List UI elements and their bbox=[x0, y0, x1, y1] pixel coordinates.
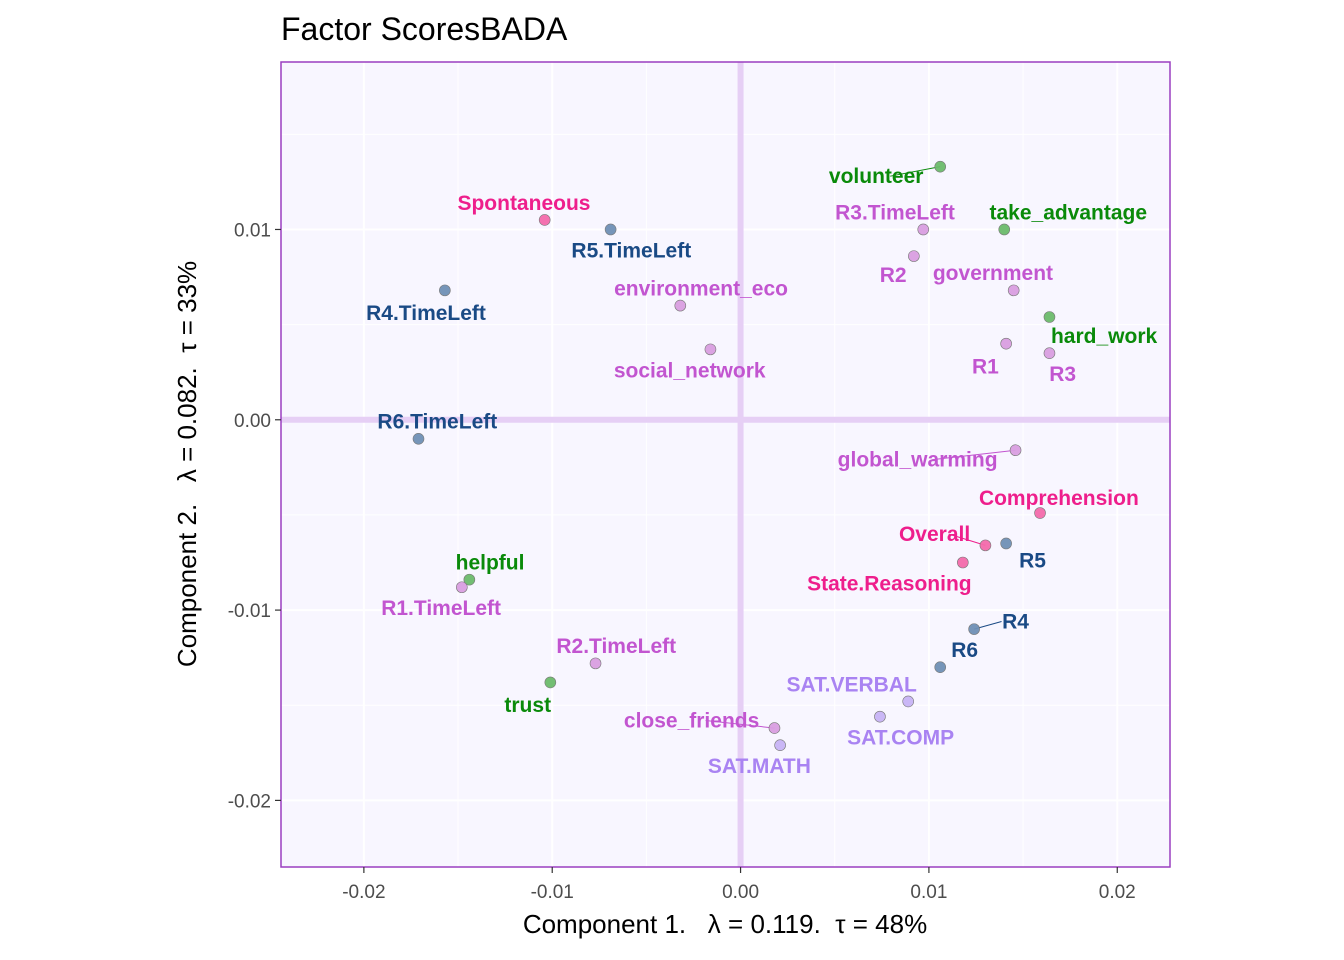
data-point bbox=[998, 223, 1011, 236]
point-label: helpful bbox=[456, 552, 525, 575]
point-label: close_friends bbox=[624, 709, 759, 732]
data-point bbox=[968, 623, 980, 635]
data-point bbox=[439, 284, 451, 297]
x-tick-label: 0.02 bbox=[1099, 882, 1136, 903]
point-label: SAT.COMP bbox=[847, 727, 954, 750]
data-point bbox=[1009, 444, 1022, 457]
data-point bbox=[934, 661, 947, 673]
data-point bbox=[412, 433, 425, 445]
x-tick-label: 0.01 bbox=[910, 882, 947, 903]
point-label: SAT.MATH bbox=[708, 755, 811, 778]
point-label: R2.TimeLeft bbox=[556, 635, 676, 658]
point-label: Overall bbox=[899, 523, 970, 546]
x-tick-label: -0.02 bbox=[342, 882, 385, 903]
data-point bbox=[908, 250, 920, 262]
point-label: volunteer bbox=[829, 165, 924, 188]
y-tick-label: -0.01 bbox=[228, 601, 271, 622]
point-label: global_warming bbox=[838, 449, 998, 472]
data-point bbox=[1043, 311, 1056, 323]
data-point bbox=[957, 556, 969, 569]
data-point bbox=[874, 710, 886, 723]
data-point bbox=[1034, 507, 1046, 519]
x-tick-label: 0.00 bbox=[722, 882, 759, 903]
point-label: R4.TimeLeft bbox=[366, 302, 486, 325]
point-label: R2 bbox=[880, 264, 907, 287]
point-label: State.Reasoning bbox=[807, 572, 972, 595]
point-label: government bbox=[933, 262, 1053, 285]
data-point bbox=[934, 160, 947, 173]
y-axis-title: Component 2. λ = 0.082. τ = 33% bbox=[172, 261, 202, 667]
point-label: R5 bbox=[1019, 550, 1046, 573]
label-leader-line bbox=[931, 449, 1016, 461]
plot-panel-border bbox=[280, 61, 1171, 868]
label-leader-line bbox=[948, 533, 986, 546]
point-label: R6.TimeLeft bbox=[377, 411, 497, 434]
label-leader-line bbox=[705, 719, 775, 729]
data-point bbox=[544, 676, 557, 689]
point-label: Spontaneous bbox=[457, 192, 590, 215]
point-label: R6 bbox=[951, 639, 978, 662]
point-label: take_advantage bbox=[989, 201, 1147, 224]
point-label: social_network bbox=[614, 359, 766, 382]
data-point bbox=[456, 581, 468, 594]
point-label: trust bbox=[504, 694, 551, 717]
data-point bbox=[604, 223, 617, 236]
data-point bbox=[774, 739, 786, 752]
data-point bbox=[674, 299, 687, 312]
data-point bbox=[917, 223, 930, 236]
point-label: Comprehension bbox=[979, 487, 1139, 510]
point-label: R3 bbox=[1049, 363, 1076, 386]
point-label: SAT.VERBAL bbox=[787, 673, 917, 696]
point-label: R1.TimeLeft bbox=[381, 597, 501, 620]
data-points bbox=[412, 160, 1056, 752]
point-label: environment_eco bbox=[614, 277, 788, 300]
y-tick-label: -0.02 bbox=[228, 791, 271, 812]
data-point bbox=[704, 343, 717, 356]
x-axis-ticks: -0.02 -0.01 0.00 0.01 0.02 bbox=[342, 867, 1136, 903]
data-point bbox=[463, 573, 476, 586]
x-tick-label: -0.01 bbox=[531, 882, 574, 903]
y-axis-ticks: -0.02 -0.01 0.00 0.01 bbox=[228, 220, 281, 812]
data-point bbox=[1000, 337, 1012, 350]
data-point bbox=[538, 214, 551, 226]
data-point bbox=[902, 695, 914, 708]
point-label: R5.TimeLeft bbox=[571, 239, 691, 262]
chart-title: Factor ScoresBADA bbox=[281, 11, 568, 47]
data-point bbox=[1000, 537, 1012, 550]
x-axis-title: Component 1. λ = 0.119. τ = 48% bbox=[523, 909, 927, 939]
data-point bbox=[979, 539, 992, 552]
data-point bbox=[1007, 284, 1020, 297]
point-label: R3.TimeLeft bbox=[835, 201, 955, 224]
data-point bbox=[1043, 347, 1056, 359]
plot-panel bbox=[281, 62, 1170, 867]
point-label: R1 bbox=[972, 355, 999, 378]
label-leader-line bbox=[890, 166, 941, 177]
point-label: hard_work bbox=[1051, 325, 1158, 348]
origin-lines bbox=[281, 62, 1170, 867]
data-point bbox=[589, 657, 602, 670]
data-point bbox=[768, 722, 781, 734]
y-tick-label: 0.00 bbox=[234, 411, 271, 432]
y-tick-label: 0.01 bbox=[234, 220, 271, 241]
point-label: R4 bbox=[1002, 611, 1029, 634]
